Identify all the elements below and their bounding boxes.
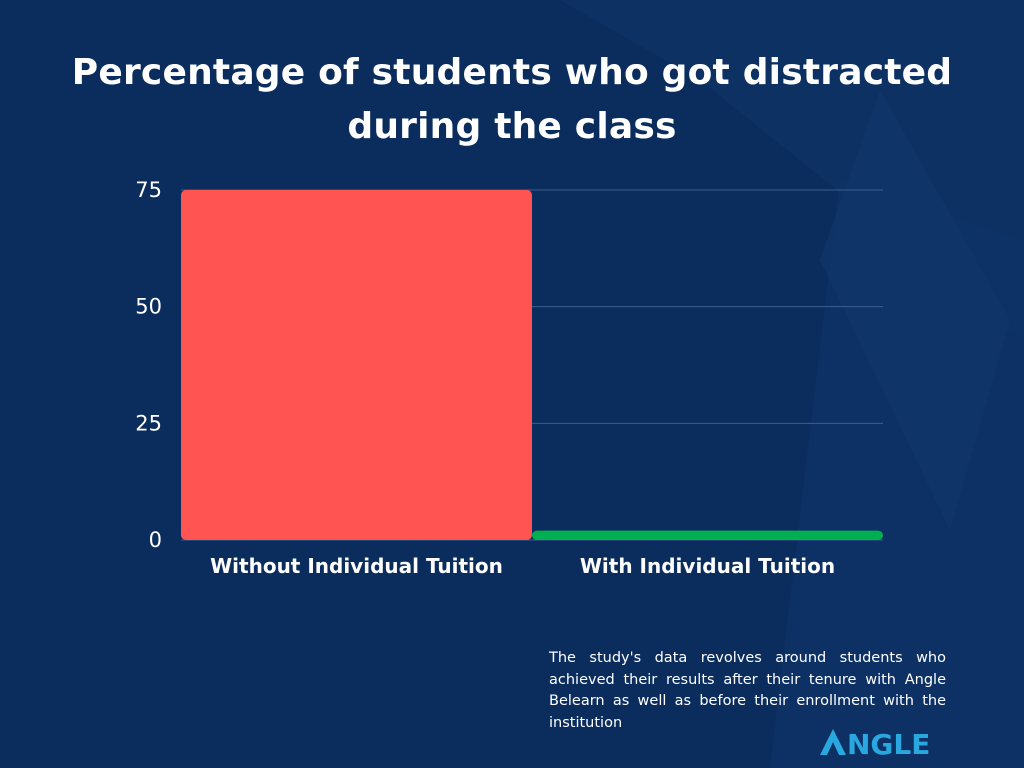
angle-logo-icon — [820, 729, 846, 755]
chart-title: Percentage of students who got distracte… — [71, 52, 953, 147]
y-tick-label: 0 — [149, 528, 162, 552]
x-category-label: Without Individual Tuition — [210, 554, 503, 578]
y-tick-label: 50 — [135, 295, 162, 319]
logo-text: NGLE — [847, 728, 930, 757]
x-category-label: With Individual Tuition — [580, 554, 835, 578]
angle-logo: NGLE — [820, 728, 930, 757]
bar-1 — [181, 190, 532, 540]
bar-2 — [532, 530, 883, 540]
y-tick-label: 25 — [135, 411, 162, 435]
y-tick-label: 75 — [135, 178, 162, 202]
footnote-text: The study's data revolves around student… — [549, 650, 946, 731]
